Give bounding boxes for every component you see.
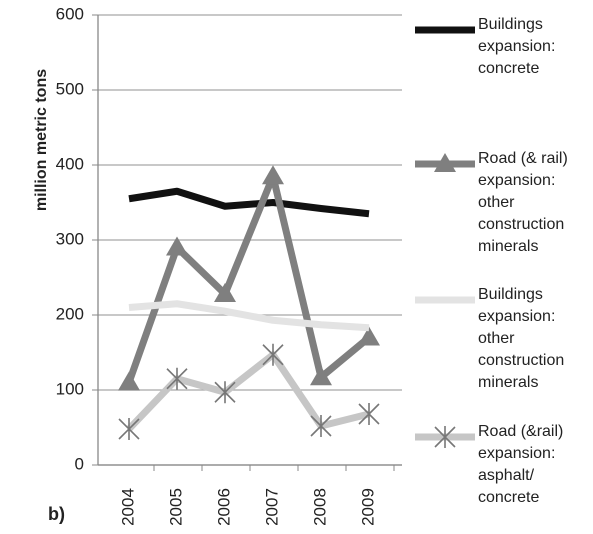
point-marker: [166, 236, 188, 256]
x-tick-label: 2006: [214, 488, 233, 526]
series-line: [128, 187, 370, 218]
legend-label: Road (& rail) expansion: other construct…: [478, 150, 568, 255]
point-marker: [166, 367, 188, 390]
legend-label: Buildings expansion: concrete: [478, 16, 556, 77]
point-marker: [262, 165, 284, 185]
point-marker: [310, 366, 332, 386]
legend-label: Road (&rail) expansion: asphalt/ concret…: [478, 423, 564, 506]
point-marker: [358, 403, 380, 425]
x-tick-label: 2004: [118, 488, 137, 526]
x-tick-label: 2008: [310, 488, 329, 526]
point-marker: [118, 418, 140, 440]
y-tick-label: 600: [56, 4, 84, 23]
legend-label: Buildings expansion: other construction …: [478, 286, 565, 391]
y-tick-label: 400: [56, 154, 84, 173]
series-line: [125, 172, 372, 384]
point-marker: [214, 283, 236, 302]
series-line: [128, 300, 370, 332]
point-marker: [118, 371, 140, 391]
legend-marker: [434, 153, 456, 172]
point-marker: [310, 415, 332, 437]
point-marker: [262, 343, 284, 366]
y-tick-label: 300: [56, 229, 84, 248]
y-tick-label: 100: [56, 379, 84, 398]
y-tick-label: 200: [56, 304, 84, 323]
legend-marker: [434, 426, 456, 448]
y-tick-label: 0: [75, 454, 84, 473]
point-marker: [214, 381, 236, 404]
y-axis-label: million metric tons: [33, 69, 50, 211]
panel-label: b): [48, 504, 65, 524]
x-tick-label: 2005: [166, 488, 185, 526]
point-marker: [358, 326, 380, 346]
x-tick-label: 2009: [358, 488, 377, 526]
x-tick-label: 2007: [262, 488, 281, 526]
y-tick-label: 500: [56, 79, 84, 98]
